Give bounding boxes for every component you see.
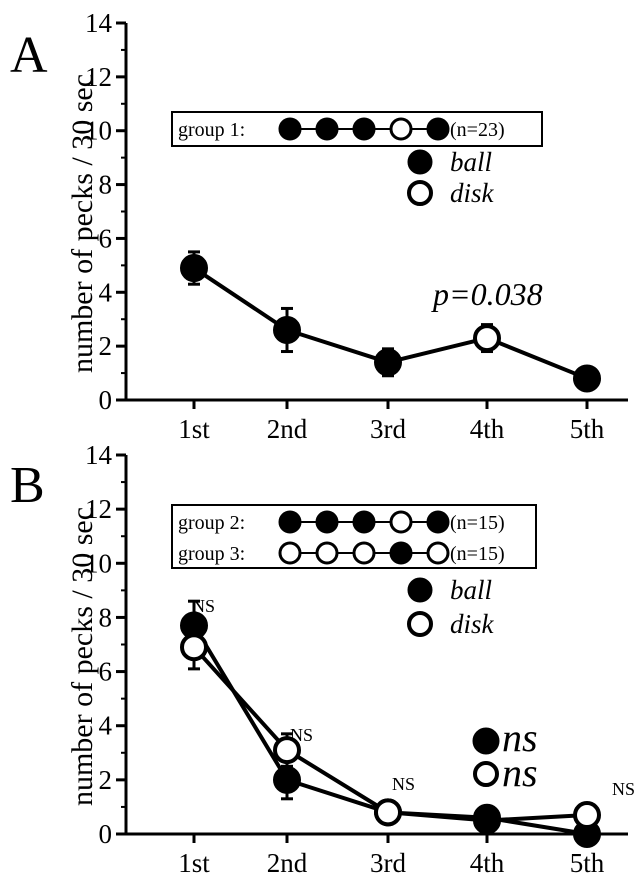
ns-key-label: ns <box>502 715 538 760</box>
ns-key-disk-marker <box>473 761 499 787</box>
y-tick-label: 10 <box>85 548 112 578</box>
x-tick-label: 1st <box>178 414 210 444</box>
ns-key-label: ns <box>502 750 538 795</box>
x-tick-label: 2nd <box>267 848 308 878</box>
legend-ball-marker <box>315 510 339 534</box>
legend-ball-marker <box>352 117 376 141</box>
panel-letter: A <box>10 27 48 84</box>
data-point-disk <box>374 798 402 827</box>
legend-ball-marker <box>389 541 413 565</box>
y-tick-label: 0 <box>99 819 113 849</box>
y-tick-label: 8 <box>99 602 113 632</box>
legend-n: (n=23) <box>450 119 505 141</box>
legend-ball-marker <box>426 510 450 534</box>
data-point-disk <box>473 324 501 353</box>
y-tick-label: 12 <box>85 62 112 92</box>
legend-disk-marker <box>426 541 450 565</box>
panel-b: B 0 2 4 6 8 10 12 14 1st 2nd 3rd 4th 5th number of pec… <box>10 440 635 878</box>
data-point-disk <box>573 801 601 830</box>
x-tick-label: 2nd <box>267 414 308 444</box>
legend-disk-marker <box>315 541 339 565</box>
y-tick-label: 2 <box>99 331 113 361</box>
x-tick-label: 3rd <box>370 848 406 878</box>
x-tick-label: 4th <box>470 414 505 444</box>
data-point-ball <box>180 254 208 283</box>
y-tick-label: 12 <box>85 494 112 524</box>
legend-ball-marker <box>278 117 302 141</box>
data-point-disk <box>180 633 208 662</box>
key-ball-marker <box>407 149 433 175</box>
y-tick-label: 2 <box>99 765 113 795</box>
legend-group-label: group 3: <box>178 543 245 565</box>
data-point-ball <box>273 765 301 794</box>
ns-key-ball-marker <box>472 727 500 755</box>
legend-ball-marker <box>315 117 339 141</box>
x-tick-label: 1st <box>178 848 210 878</box>
legend-disk-marker <box>352 541 376 565</box>
key-disk-label: disk <box>450 178 495 208</box>
p-value-annotation: p=0.038 <box>431 276 543 312</box>
legend-ball-marker <box>352 510 376 534</box>
y-tick-label: 14 <box>85 8 113 38</box>
legend-disk-marker <box>278 541 302 565</box>
y-axis-label: number of pecks / 30 sec <box>66 74 99 373</box>
y-tick-label: 6 <box>99 657 113 687</box>
key-ball-label: ball <box>450 147 492 177</box>
data-point-ball <box>273 315 301 344</box>
ns-label: NS <box>192 596 215 616</box>
key-disk-marker <box>407 611 433 637</box>
x-tick-label: 5th <box>570 414 605 444</box>
legend-disk-marker <box>389 117 413 141</box>
data-point-ball <box>374 348 402 377</box>
data-point-ball <box>573 364 601 393</box>
y-tick-label: 0 <box>99 385 113 415</box>
legend-ball-marker <box>278 510 302 534</box>
legend-n: (n=15) <box>450 512 505 534</box>
key-ball-label: ball <box>450 575 492 605</box>
legend-group-label: group 1: <box>178 119 245 141</box>
y-tick-label: 14 <box>85 440 113 470</box>
y-tick-label: 8 <box>99 170 113 200</box>
ns-label: NS <box>612 779 635 799</box>
key-disk-label: disk <box>450 609 495 639</box>
legend-ball-marker <box>426 117 450 141</box>
key-ball-marker <box>407 577 433 603</box>
y-tick-label: 10 <box>85 116 112 146</box>
data-point-ball <box>473 806 501 835</box>
ns-label: NS <box>392 774 415 794</box>
legend-group-label: group 2: <box>178 512 245 534</box>
y-axis-label: number of pecks / 30 sec <box>66 507 99 806</box>
x-tick-label: 3rd <box>370 414 406 444</box>
panel-letter: B <box>10 457 45 514</box>
y-tick-label: 4 <box>99 711 113 741</box>
data-point-disk <box>273 736 301 765</box>
y-tick-label: 4 <box>99 277 113 307</box>
x-tick-label: 4th <box>470 848 505 878</box>
panel-a: A 0 2 4 6 8 10 12 14 1st 2nd 3rd 4th 5th number of pec… <box>10 8 628 444</box>
legend-disk-marker <box>389 510 413 534</box>
legend-n: (n=15) <box>450 543 505 565</box>
x-tick-label: 5th <box>570 848 605 878</box>
y-tick-label: 6 <box>99 223 113 253</box>
ns-label: NS <box>290 725 313 745</box>
key-disk-marker <box>407 180 433 206</box>
